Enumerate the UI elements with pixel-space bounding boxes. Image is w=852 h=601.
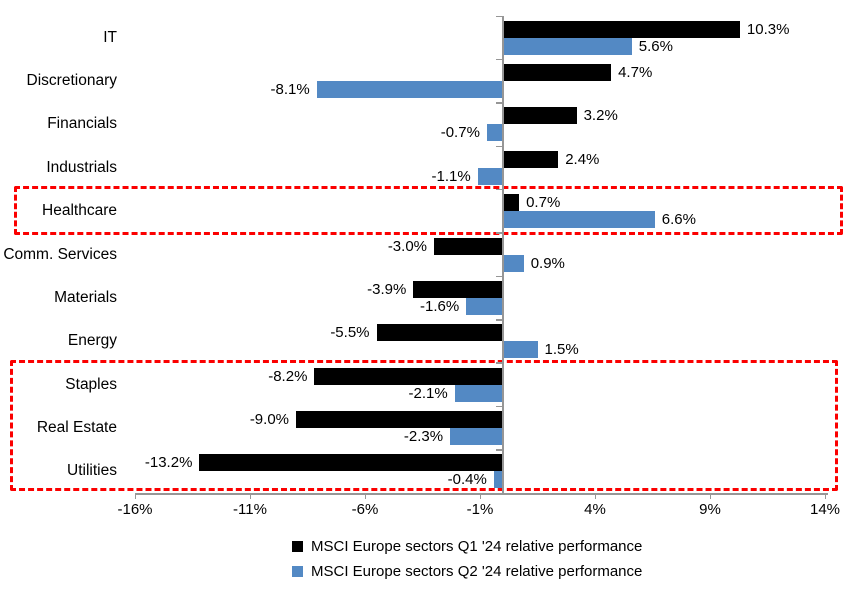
x-axis-line — [135, 493, 828, 495]
y-axis-line — [502, 16, 504, 493]
q1-bar-label: -9.0% — [249, 410, 289, 428]
x-axis-tick-label: 9% — [699, 501, 721, 518]
x-axis-tick — [824, 493, 826, 499]
q1-bar — [503, 107, 577, 125]
q1-bar-label: 2.4% — [565, 150, 600, 168]
category-label-real-estate: Real Estate — [36, 418, 117, 436]
q2-bar-label: -8.1% — [270, 81, 310, 99]
legend: MSCI Europe sectors Q1 '24 relative perf… — [292, 538, 642, 588]
y-axis-tick — [496, 492, 502, 494]
q1-bar-label: 4.7% — [618, 64, 653, 82]
q1-bar — [503, 20, 740, 38]
q2-bar — [477, 167, 503, 185]
y-axis-tick — [496, 102, 502, 104]
q1-bar — [376, 324, 503, 342]
x-axis-tick-label: -6% — [351, 501, 379, 518]
q1-bar — [413, 280, 503, 298]
q1-bar-label: 3.2% — [583, 107, 618, 125]
x-axis-tick — [594, 493, 596, 499]
x-axis-tick-label: -11% — [233, 501, 267, 518]
q1-bar-label: -13.2% — [144, 454, 193, 472]
x-axis-tick — [709, 493, 711, 499]
x-axis-tick-label: 14% — [809, 501, 841, 518]
q2-bar-label: -0.7% — [440, 124, 480, 142]
category-label-comm-services: Comm. Services — [3, 245, 117, 263]
legend-label-q1: MSCI Europe sectors Q1 '24 relative perf… — [311, 537, 643, 555]
x-axis-tick — [364, 493, 366, 499]
q1-bar — [503, 64, 612, 82]
defensives-highlight-box — [10, 359, 838, 491]
y-axis-tick — [496, 232, 502, 234]
q1-bar-label: -5.5% — [330, 324, 370, 342]
q2-bar — [454, 384, 503, 402]
q2-bar-label: 0.9% — [530, 254, 565, 272]
category-label-utilities: Utilities — [67, 462, 117, 480]
q2-bar-label: 5.6% — [638, 37, 673, 55]
x-axis-tick-label: -1% — [466, 501, 494, 518]
y-axis-tick — [496, 405, 502, 408]
q2-bar — [466, 297, 503, 315]
q1-bar-label: -8.2% — [268, 367, 308, 385]
y-axis-tick — [496, 58, 502, 61]
q2-bar-label: 1.5% — [544, 341, 579, 359]
category-label-materials: Materials — [54, 288, 117, 306]
q1-bar-label: 10.3% — [746, 20, 790, 38]
q2-bar — [503, 37, 632, 55]
x-axis-tick — [249, 493, 251, 499]
category-label-healthcare: Healthcare — [42, 202, 117, 220]
y-axis-tick — [496, 319, 502, 321]
y-axis-tick — [496, 145, 502, 148]
q2-bar-label: -2.1% — [408, 384, 448, 402]
q1-bar — [314, 367, 503, 385]
category-label-discretionary: Discretionary — [26, 72, 117, 90]
q2-bar-label: -2.3% — [403, 427, 444, 445]
category-label-it: IT — [103, 28, 117, 46]
x-axis-tick-label: 4% — [584, 501, 606, 518]
x-axis-tick — [134, 493, 136, 499]
q1-bar — [503, 150, 559, 168]
x-axis-tick-label: -16% — [117, 501, 153, 518]
legend-swatch-q2 — [292, 565, 303, 577]
q2-bar-label: -0.4% — [447, 471, 487, 489]
q1-bar — [503, 194, 520, 212]
q2-bar — [486, 124, 503, 142]
legend-label-q2: MSCI Europe sectors Q2 '24 relative perf… — [311, 562, 643, 580]
y-axis-tick — [496, 188, 502, 191]
q2-bar — [316, 81, 503, 99]
q2-bar — [493, 471, 503, 489]
x-axis-tick — [479, 493, 481, 499]
y-axis-tick — [496, 362, 502, 364]
category-label-financials: Financials — [47, 115, 117, 133]
q1-bar-label: -3.0% — [387, 237, 427, 255]
q2-bar — [450, 427, 503, 445]
legend-swatch-q1 — [292, 540, 303, 552]
category-label-industrials: Industrials — [46, 158, 117, 176]
category-label-energy: Energy — [67, 332, 117, 350]
q1-bar — [434, 237, 503, 255]
q1-bar-label: 0.7% — [526, 194, 561, 212]
y-axis-tick — [496, 275, 502, 278]
y-axis-tick — [496, 449, 502, 451]
q2-bar-label: -1.1% — [431, 167, 471, 185]
healthcare-highlight-box — [14, 186, 843, 235]
q1-bar-label: -3.9% — [367, 280, 407, 298]
q2-bar-label: 6.6% — [661, 211, 696, 229]
legend-item-q1: MSCI Europe sectors Q1 '24 relative perf… — [292, 537, 643, 555]
q2-bar — [503, 211, 655, 229]
q2-bar — [503, 254, 524, 272]
q2-bar — [503, 341, 538, 359]
y-axis-tick — [496, 15, 502, 17]
legend-item-q2: MSCI Europe sectors Q2 '24 relative perf… — [292, 562, 643, 580]
category-label-staples: Staples — [65, 375, 117, 393]
q1-bar — [199, 454, 503, 472]
q1-bar — [296, 410, 503, 428]
q2-bar-label: -1.6% — [420, 297, 460, 315]
